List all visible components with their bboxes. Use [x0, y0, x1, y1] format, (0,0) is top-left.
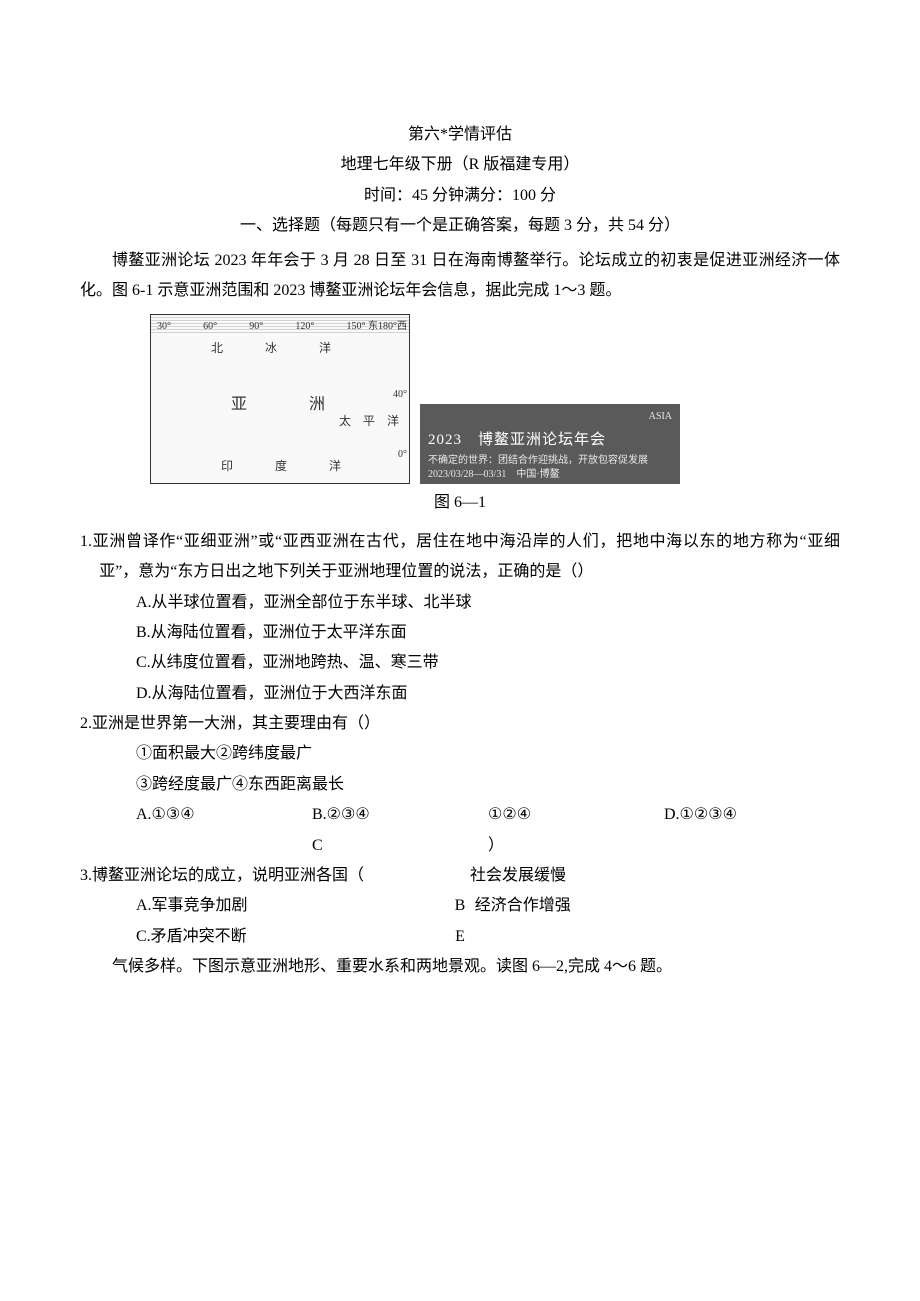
q3-b-text: 社会发展缓慢 [470, 861, 840, 891]
promo-brand: ASIA [428, 407, 672, 426]
q3-b-marker: B [450, 891, 470, 921]
q2-option-a: A.①③④ [136, 800, 312, 861]
q1-option-a: A.从半球位置看，亚洲全部位于东半球、北半球 [80, 588, 840, 618]
q2-option-c: ①②④ ） [488, 800, 664, 861]
q3-option-c: C.矛盾冲突不断 [80, 922, 450, 952]
lat-40: 40° [393, 385, 407, 404]
q3-row-c: C.矛盾冲突不断 E [80, 922, 840, 952]
longitude-labels: 30° 60° 90° 120° 150° 东180°西 [157, 317, 407, 336]
promo-sub2: 2023/03/28—03/31 中国·博鳌 [428, 468, 672, 482]
q2-line2: ③跨经度最广④东西距离最长 [80, 770, 840, 800]
q1-option-c: C.从纬度位置看，亚洲地跨热、温、寒三带 [80, 648, 840, 678]
subject-line: 地理七年级下册（R 版福建专用） [80, 150, 840, 180]
q2-option-b: B.②③④ C [312, 800, 488, 861]
q3-option-a: A.军事竞争加剧 [80, 891, 450, 921]
q3-row-a: A.军事竞争加剧 B 经济合作增强 [80, 891, 840, 921]
q3-stem-row: 3.博鳌亚洲论坛的成立，说明亚洲各国（ 社会发展缓慢 [80, 861, 840, 891]
ocean-east-label: 太 平 洋 [339, 410, 399, 433]
q3-d-text: 经济合作增强 [470, 891, 840, 921]
q2-stem: 2.亚洲是世界第一大洲，其主要理由有（） [80, 709, 840, 739]
ocean-south-label: 印 度 洋 [221, 455, 347, 478]
q2-line1: ①面积最大②跨纬度最广 [80, 739, 840, 769]
ocean-north-label: 北 冰 洋 [211, 337, 337, 360]
q1-stem: 1.亚洲曾译作“亚细亚洲”或“亚西亚洲在古代，居住在地中海沿岸的人们，把地中海以… [80, 527, 840, 588]
promo-title: 2023 博鳌亚洲论坛年会 [428, 426, 672, 455]
q3-d-marker: E [450, 922, 470, 952]
lat-0: 0° [398, 445, 407, 464]
intro-paragraph: 博鳌亚洲论坛 2023 年年会于 3 月 28 日至 31 日在海南博鳌举行。论… [80, 246, 840, 307]
section-header: 一、选择题（每题只有一个是正确答案，每题 3 分，共 54 分） [80, 211, 840, 241]
q1-option-b: B.从海陆位置看，亚洲位于太平洋东面 [80, 618, 840, 648]
tail-paragraph: 气候多样。下图示意亚洲地形、重要水系和两地景观。读图 6—2,完成 4～6 题。 [80, 952, 840, 982]
q2-options-row: A.①③④ B.②③④ C ①②④ ） D.①②③④ [80, 800, 840, 861]
q1-option-d: D.从海陆位置看，亚洲位于大西洋东面 [80, 679, 840, 709]
asia-map: 30° 60° 90° 120° 150° 东180°西 北 冰 洋 亚 洲 太… [150, 314, 410, 484]
promo-sub1: 不确定的世界：团结合作迎挑战，开放包容促发展 [428, 454, 672, 468]
time-score-line: 时间：45 分钟满分：100 分 [80, 181, 840, 211]
chapter-title: 第六*学情评估 [80, 120, 840, 150]
forum-promo: ASIA 2023 博鳌亚洲论坛年会 不确定的世界：团结合作迎挑战，开放包容促发… [420, 404, 680, 484]
figure-6-1: 30° 60° 90° 120° 150° 东180°西 北 冰 洋 亚 洲 太… [150, 314, 840, 484]
figure-caption: 图 6—1 [80, 488, 840, 518]
q3-stem: 3.博鳌亚洲论坛的成立，说明亚洲各国（ [80, 861, 450, 891]
q2-option-d: D.①②③④ [664, 800, 840, 861]
continent-label: 亚 洲 [231, 390, 335, 420]
